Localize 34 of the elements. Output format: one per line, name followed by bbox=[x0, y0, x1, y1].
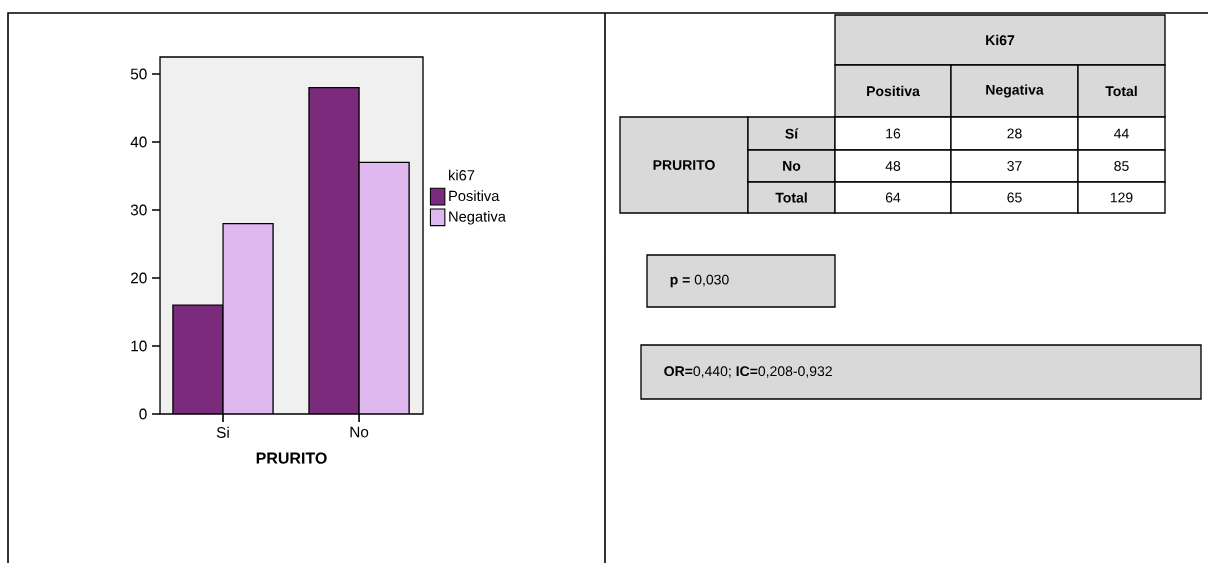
text: 28 bbox=[1007, 128, 1022, 139]
y-tick-label: 40 bbox=[130, 136, 147, 148]
legend-label: Negativa bbox=[449, 210, 506, 225]
category-label: Negativa bbox=[986, 84, 1044, 98]
bar bbox=[222, 222, 274, 414]
bar bbox=[358, 161, 410, 414]
text: 37 bbox=[1007, 161, 1022, 171]
text: 129 bbox=[1110, 192, 1133, 203]
text: 64 bbox=[885, 192, 901, 203]
text: 65 bbox=[1007, 192, 1022, 203]
y-tick-label: 0 bbox=[139, 408, 147, 420]
y-tick-label: 30 bbox=[130, 204, 147, 216]
legend-label: Positiva bbox=[449, 190, 500, 202]
text: 44 bbox=[1114, 128, 1129, 139]
text: p = 0,030 bbox=[670, 274, 729, 288]
category-label: Positiva bbox=[867, 85, 920, 97]
text: PRURITO bbox=[653, 160, 715, 170]
text: OR=0,440; IC=0,208-0,932 bbox=[664, 366, 832, 378]
bar bbox=[172, 304, 224, 414]
bar bbox=[308, 86, 360, 414]
category-label: Total bbox=[775, 192, 807, 203]
text: 48 bbox=[885, 161, 901, 171]
y-tick-label: 50 bbox=[130, 68, 147, 80]
y-tick-label: 10 bbox=[131, 340, 147, 352]
text: 16 bbox=[886, 128, 901, 139]
text: 85 bbox=[1114, 161, 1129, 171]
x-axis-title: PRURITO bbox=[256, 452, 327, 464]
category-label: Total bbox=[1105, 85, 1137, 97]
category-label: Sí bbox=[785, 128, 799, 139]
x-tick-label: Si bbox=[216, 426, 229, 438]
text: Ki67 bbox=[986, 34, 1015, 46]
y-tick-label: 20 bbox=[131, 272, 147, 284]
legend-title: ki67 bbox=[449, 169, 475, 181]
category-label: No bbox=[783, 161, 801, 171]
